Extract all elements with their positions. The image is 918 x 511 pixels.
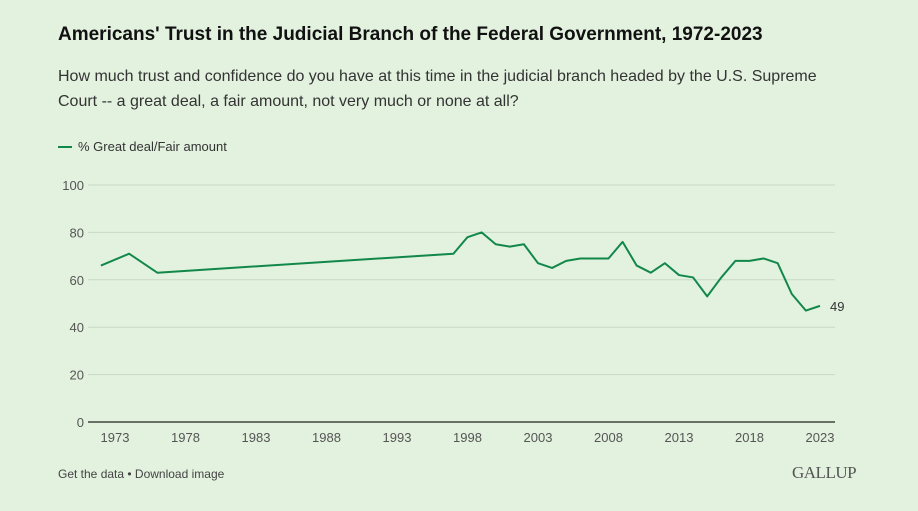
end-value-label: 49 <box>830 299 844 314</box>
data-point <box>676 272 682 278</box>
data-point <box>662 260 668 266</box>
data-point <box>521 241 527 247</box>
x-tick-label: 2008 <box>594 430 623 445</box>
x-tick-label: 2003 <box>524 430 553 445</box>
x-tick-label: 1978 <box>171 430 200 445</box>
data-point <box>98 263 104 269</box>
data-point <box>493 241 499 247</box>
data-point <box>591 255 597 261</box>
data-point <box>563 258 569 264</box>
x-tick-label: 1993 <box>383 430 412 445</box>
data-point <box>154 270 160 276</box>
data-point <box>761 255 767 261</box>
data-point <box>507 244 513 250</box>
data-point <box>732 258 738 264</box>
data-point <box>718 274 724 280</box>
chart-subtitle: How much trust and confidence do you hav… <box>58 68 817 110</box>
data-point <box>549 265 555 271</box>
chart-title: Americans' Trust in the Judicial Branch … <box>58 24 763 45</box>
data-point <box>535 260 541 266</box>
x-tick-label: 2018 <box>735 430 764 445</box>
y-tick-label: 20 <box>70 368 84 383</box>
data-point <box>577 255 583 261</box>
data-point <box>450 251 456 257</box>
data-point <box>775 260 781 266</box>
data-point <box>126 251 132 257</box>
x-tick-label: 2023 <box>806 430 835 445</box>
data-point <box>747 258 753 264</box>
y-tick-label: 60 <box>70 273 84 288</box>
x-tick-label: 1988 <box>312 430 341 445</box>
data-point <box>606 255 612 261</box>
y-tick-label: 80 <box>70 225 84 240</box>
data-point <box>789 291 795 297</box>
data-point <box>690 274 696 280</box>
series-line <box>100 231 821 312</box>
y-tick-label: 100 <box>62 178 84 193</box>
data-point <box>704 293 710 299</box>
x-tick-label: 1983 <box>242 430 271 445</box>
data-point <box>465 234 471 240</box>
legend: % Great deal/Fair amount <box>58 139 227 154</box>
data-point <box>479 229 485 235</box>
x-tick-label: 1998 <box>453 430 482 445</box>
x-tick-label: 2013 <box>665 430 694 445</box>
y-tick-label: 40 <box>70 320 84 335</box>
y-tick-label: 0 <box>77 415 84 430</box>
legend-label: % Great deal/Fair amount <box>78 139 227 154</box>
data-point <box>620 239 626 245</box>
data-point <box>803 308 809 314</box>
data-point <box>817 303 823 309</box>
footer-links[interactable]: Get the data • Download image <box>58 467 225 481</box>
gallup-logo: GALLUP <box>792 463 857 482</box>
x-tick-label: 1973 <box>101 430 130 445</box>
legend-swatch <box>58 145 72 148</box>
data-point <box>648 270 654 276</box>
data-point <box>634 263 640 269</box>
